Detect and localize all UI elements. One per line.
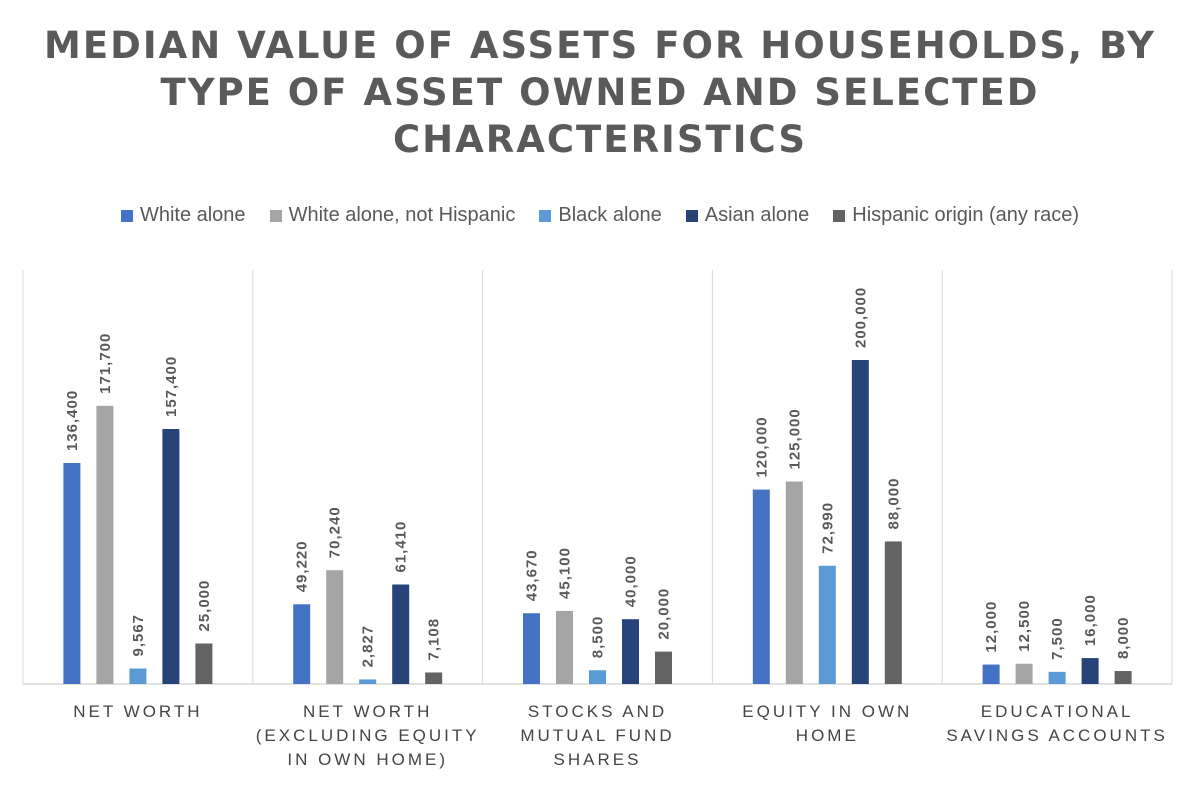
data-label: 40,000 bbox=[623, 555, 640, 607]
chart-title-line: TYPE OF ASSET OWNED AND SELECTED bbox=[160, 71, 1040, 114]
chart-title: MEDIAN VALUE OF ASSETS FOR HOUSEHOLDS, B… bbox=[0, 22, 1200, 163]
data-label: 70,240 bbox=[327, 506, 344, 558]
bar bbox=[1114, 671, 1132, 684]
legend-item: White alone, not Hispanic bbox=[269, 204, 516, 227]
chart-title-line: MEDIAN VALUE OF ASSETS FOR HOUSEHOLDS, B… bbox=[44, 24, 1156, 67]
bar bbox=[359, 679, 377, 684]
data-label: 171,700 bbox=[97, 333, 114, 394]
data-label: 72,990 bbox=[819, 502, 836, 554]
bar bbox=[622, 619, 639, 684]
data-label: 43,670 bbox=[524, 549, 541, 601]
legend-item: White alone bbox=[120, 204, 246, 227]
data-label: 9,567 bbox=[130, 614, 147, 657]
data-label: 7,500 bbox=[1049, 617, 1066, 660]
bar bbox=[1048, 671, 1066, 684]
category-label: MUTUAL FUND bbox=[520, 726, 674, 745]
legend-swatch bbox=[120, 209, 133, 222]
data-label: 12,500 bbox=[1016, 600, 1033, 652]
category-label: HOME bbox=[796, 726, 859, 745]
bar bbox=[818, 565, 836, 684]
bar bbox=[655, 651, 672, 684]
bar bbox=[129, 668, 147, 684]
legend-item: Hispanic origin (any race) bbox=[833, 204, 1079, 227]
data-label: 7,108 bbox=[426, 618, 443, 661]
chart-title-line: CHARACTERISTICS bbox=[393, 118, 807, 161]
legend-item: Asian alone bbox=[685, 204, 810, 227]
legend-swatch bbox=[269, 209, 282, 222]
data-label: 49,220 bbox=[294, 540, 311, 592]
category-label: SHARES bbox=[554, 750, 642, 769]
legend-swatch bbox=[833, 209, 846, 222]
legend-label: White alone bbox=[139, 204, 246, 226]
bar bbox=[293, 604, 311, 684]
category-label: EDUCATIONAL bbox=[981, 702, 1134, 721]
data-label: 45,100 bbox=[557, 547, 574, 599]
category-label: IN OWN HOME) bbox=[287, 750, 448, 769]
bar bbox=[884, 541, 902, 684]
bar bbox=[785, 481, 803, 684]
data-label: 12,000 bbox=[983, 601, 1000, 653]
bar bbox=[851, 360, 869, 684]
category-label: NET WORTH bbox=[73, 702, 202, 721]
data-label: 136,400 bbox=[64, 390, 81, 451]
bar bbox=[982, 664, 1000, 684]
category-label: (EXCLUDING EQUITY bbox=[256, 726, 480, 745]
data-label: 125,000 bbox=[786, 408, 803, 469]
bar bbox=[589, 670, 606, 684]
bar bbox=[425, 672, 443, 684]
data-label: 8,500 bbox=[590, 616, 607, 659]
category-label: NET WORTH bbox=[303, 702, 432, 721]
data-label: 16,000 bbox=[1082, 594, 1099, 646]
category-label: SAVINGS ACCOUNTS bbox=[946, 726, 1168, 745]
legend-label: White alone, not Hispanic bbox=[288, 204, 516, 226]
legend-label: Asian alone bbox=[704, 204, 810, 226]
category-label: STOCKS AND bbox=[528, 702, 667, 721]
legend-label: Hispanic origin (any race) bbox=[852, 204, 1080, 226]
data-label: 8,000 bbox=[1115, 616, 1132, 659]
data-label: 157,400 bbox=[163, 356, 180, 417]
bar bbox=[63, 463, 81, 684]
bar bbox=[523, 613, 540, 684]
bar bbox=[392, 584, 410, 684]
legend-swatch bbox=[685, 209, 698, 222]
bar bbox=[752, 489, 770, 684]
legend-item: Black alone bbox=[539, 204, 662, 227]
legend-swatch bbox=[539, 209, 552, 222]
data-label: 200,000 bbox=[852, 287, 869, 348]
data-label: 20,000 bbox=[656, 588, 673, 640]
bar bbox=[96, 405, 114, 684]
data-label: 25,000 bbox=[196, 580, 213, 632]
bar bbox=[1081, 658, 1099, 684]
data-label: 120,000 bbox=[753, 416, 770, 477]
legend-label: Black alone bbox=[558, 204, 662, 226]
data-label: 2,827 bbox=[360, 625, 377, 668]
bar bbox=[556, 610, 573, 684]
bar bbox=[162, 429, 180, 684]
bar bbox=[1015, 663, 1033, 684]
bar bbox=[326, 570, 344, 684]
bar bbox=[195, 643, 213, 684]
data-label: 88,000 bbox=[885, 478, 902, 530]
legend: White alone White alone, not Hispanic Blac… bbox=[0, 204, 1200, 227]
data-label: 61,410 bbox=[393, 521, 410, 573]
category-label: EQUITY IN OWN bbox=[742, 702, 912, 721]
